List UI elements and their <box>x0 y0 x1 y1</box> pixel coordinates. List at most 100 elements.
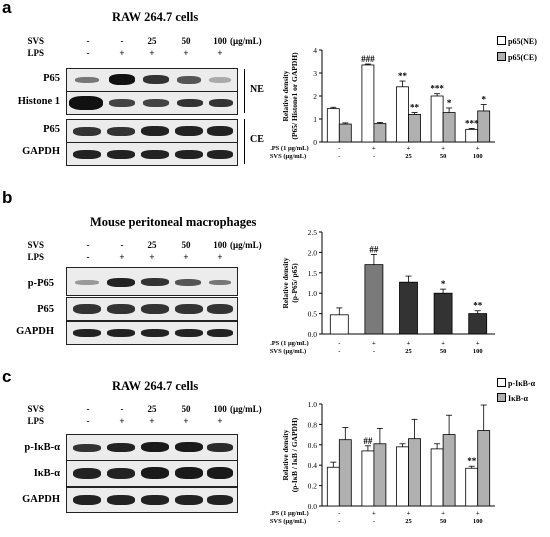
bar <box>361 450 375 507</box>
x-row-value: 100 <box>473 518 483 525</box>
lps-value: + <box>183 48 189 58</box>
lps-value: + <box>217 416 223 426</box>
western-blot-p65-ce <box>66 119 238 143</box>
x-row-label: LPS (1 μg/mL) <box>270 510 309 517</box>
bar <box>373 443 387 507</box>
panel-letter-a: a <box>2 0 12 17</box>
blot-label-p65-ne: P65 <box>43 73 60 84</box>
x-row-value: - <box>338 153 340 160</box>
x-row-value: - <box>338 518 340 525</box>
lps-value: + <box>183 252 189 262</box>
y-tick-label: 1.0 <box>308 289 318 298</box>
significance-label: ** <box>398 71 408 81</box>
y-tick-label: 0.4 <box>308 461 318 470</box>
x-row-label: LPS (1 μg/mL) <box>270 340 309 347</box>
svs-value: 50 <box>181 36 191 46</box>
x-row-label: SVS (μg/mL) <box>270 348 306 355</box>
bar <box>408 438 421 507</box>
svs-value: - <box>120 404 124 414</box>
y-axis-label: Relative density <box>281 257 290 308</box>
lps-label: LPS <box>27 48 44 58</box>
significance-label: ## <box>369 244 379 254</box>
lps-value: - <box>86 252 90 262</box>
blot-label-histone1: Histone 1 <box>17 96 60 107</box>
bar <box>465 467 479 507</box>
western-blot-p-p65 <box>66 267 238 296</box>
svs-value: 100 <box>213 240 227 250</box>
x-row-value: - <box>338 348 340 355</box>
legend-a: p65(NE) p65(CE) <box>497 36 537 62</box>
x-row-value: + <box>372 510 376 517</box>
x-row-value: 25 <box>405 518 412 525</box>
x-row-value: + <box>372 145 376 152</box>
y-axis-label: (P65/ Histone1 or GAPDH) <box>290 52 299 140</box>
panel-c-conditions: SVS - - 25 50 100 (μg/mL) LPS - + + + + <box>0 404 300 434</box>
blot-label-gapdh-c: GAPDH <box>22 494 60 505</box>
x-row-value: 100 <box>473 153 483 160</box>
panel-letter-b: b <box>2 188 13 207</box>
x-row-value: + <box>407 340 411 347</box>
lps-value: + <box>119 416 125 426</box>
panel-a-title: RAW 264.7 cells <box>112 10 199 24</box>
lps-value: - <box>86 416 90 426</box>
svs-label: SVS <box>27 404 44 414</box>
bar <box>373 123 387 143</box>
fraction-label-ce: CE <box>250 134 264 145</box>
lps-value: + <box>149 416 155 426</box>
bar <box>442 434 456 507</box>
svs-value: - <box>86 36 90 46</box>
bar <box>433 292 453 335</box>
western-blot-p65-ne <box>66 68 238 92</box>
y-tick-label: 1 <box>313 115 317 124</box>
x-row-value: - <box>338 145 340 152</box>
legend-item: p65(NE) <box>497 36 537 46</box>
bar <box>468 313 488 335</box>
panel-c-title: RAW 264.7 cells <box>112 379 199 393</box>
significance-label: * <box>481 95 486 105</box>
lps-value: + <box>183 416 189 426</box>
bar-chart-p-p65: 0.0 0.5 1.0 1.5 2.0 2.5 Relative density (p-P65… <box>270 228 495 355</box>
legend-swatch <box>497 378 506 387</box>
western-blot-gapdh-a <box>66 142 238 166</box>
ne-bracket <box>244 69 245 113</box>
y-tick-label: 0.8 <box>308 420 318 429</box>
svs-value: 50 <box>181 240 191 250</box>
y-tick-label: 0.2 <box>308 482 318 491</box>
blot-label-p65-b: P65 <box>37 304 54 315</box>
y-tick-label: 2.5 <box>308 228 318 237</box>
svs-label: SVS <box>27 36 44 46</box>
bar <box>399 281 418 335</box>
x-row-value: + <box>441 510 445 517</box>
x-row-value: + <box>407 510 411 517</box>
western-blot-p-ikba <box>66 434 238 461</box>
x-row-value: 100 <box>473 348 483 355</box>
bar-chart-p65: 0 1 2 3 4 Relative density (P65/ Histone1 or G… <box>270 46 495 160</box>
y-tick-label: 0.0 <box>308 330 318 339</box>
fraction-label-ne: NE <box>250 84 264 95</box>
svs-unit: (μg/mL) <box>230 404 262 414</box>
svs-unit: (μg/mL) <box>230 36 262 46</box>
svs-value: 25 <box>147 404 157 414</box>
bar <box>326 466 340 507</box>
legend-swatch <box>497 52 506 61</box>
western-blot-gapdh-b <box>66 321 238 345</box>
western-blot-p65-b <box>66 297 238 321</box>
blot-label-ikba: IκB-α <box>33 468 60 479</box>
blot-label-p-ikba: p-IκB-α <box>24 442 60 453</box>
legend-item: p-IκB-α <box>497 378 535 388</box>
panel-letter-c: c <box>2 367 12 386</box>
western-blot-ikba <box>66 460 238 487</box>
x-row-value: + <box>476 340 480 347</box>
x-row-value: + <box>372 340 376 347</box>
y-tick-label: 1.5 <box>308 269 318 278</box>
x-row-value: + <box>441 145 445 152</box>
significance-label: ** <box>467 456 477 466</box>
x-row-value: - <box>373 348 375 355</box>
x-row-value: - <box>373 153 375 160</box>
bar <box>326 108 340 143</box>
western-blot-histone1 <box>66 91 238 115</box>
panel-a-conditions: SVS - - 25 50 100 (μg/mL) LPS - + + + + <box>0 36 300 66</box>
x-row-value: + <box>407 145 411 152</box>
ce-bracket <box>244 119 245 164</box>
legend-item: p65(CE) <box>497 52 537 62</box>
